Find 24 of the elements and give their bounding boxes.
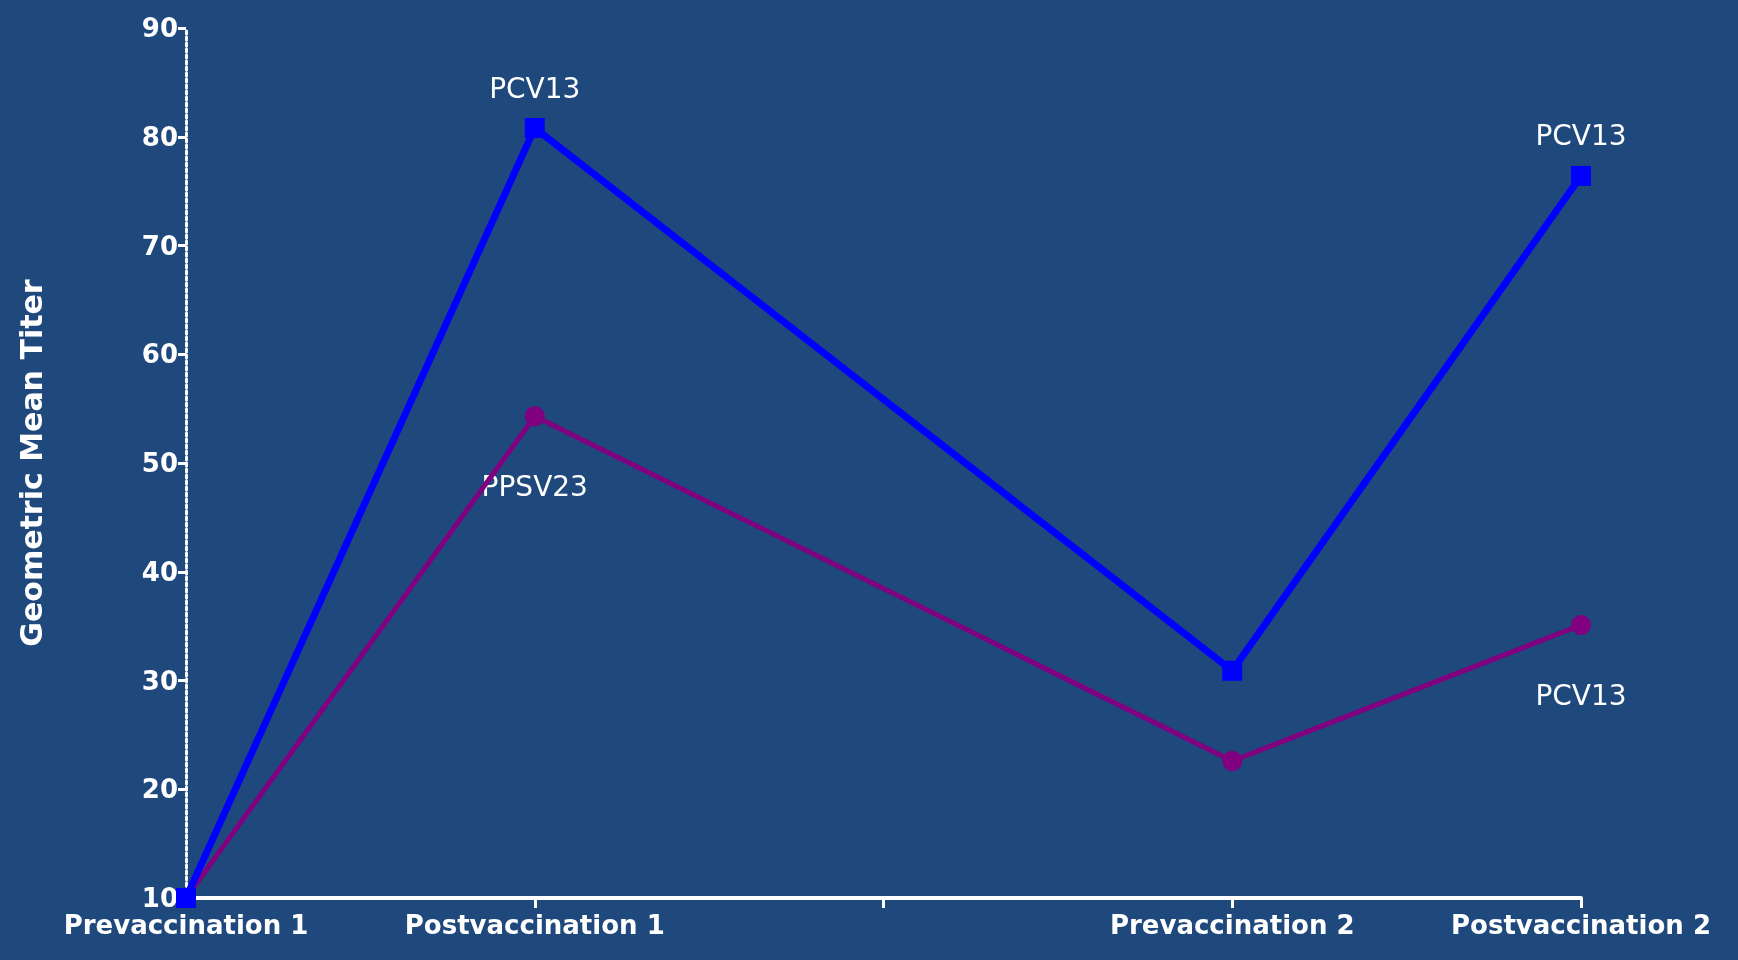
x-tick-label: Postvaccination 1 xyxy=(404,910,665,940)
y-tick-label: 60 xyxy=(141,339,178,370)
y-tick-label: 20 xyxy=(141,774,178,805)
point xyxy=(524,406,545,427)
point xyxy=(1571,165,1591,186)
annotation: PPSV23 xyxy=(481,469,588,503)
y-tick-label: 90 xyxy=(141,13,178,43)
annotation: PCV13 xyxy=(1535,678,1627,712)
annotation: PCV13 xyxy=(489,71,581,105)
y-tick-label: 10 xyxy=(141,883,178,913)
point xyxy=(524,118,545,139)
point xyxy=(1222,660,1243,681)
y-tick-label: 30 xyxy=(141,665,178,696)
x-tick-label: Prevaccination 1 xyxy=(63,910,309,940)
y-tick-label: 70 xyxy=(141,230,178,261)
y-tick-label: 50 xyxy=(141,448,178,478)
annotation: PCV13 xyxy=(1535,119,1627,153)
x-tick-label: Prevaccination 2 xyxy=(1109,910,1355,940)
x-tick-label: Postvaccination 2 xyxy=(1451,910,1711,940)
point xyxy=(1571,615,1591,636)
y-tick-label: 40 xyxy=(141,556,178,587)
y-tick-label: 80 xyxy=(141,121,178,152)
point xyxy=(1222,750,1243,771)
y-axis-title: Geometric Mean Titer xyxy=(13,279,49,647)
